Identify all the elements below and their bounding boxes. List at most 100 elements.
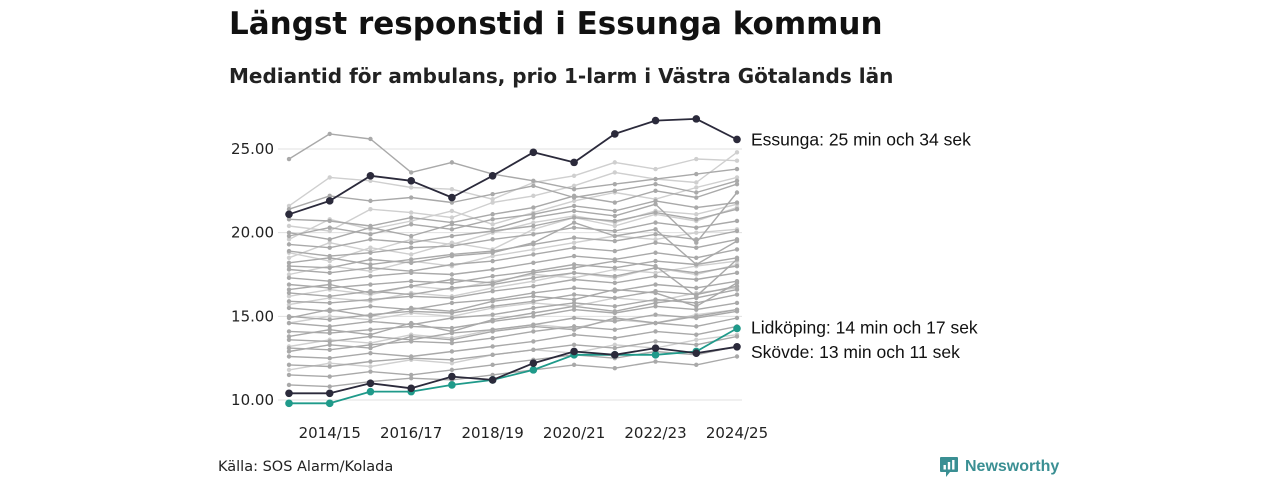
background-series-light-point [327, 175, 332, 180]
background-series-point [490, 299, 495, 304]
series-essunga-point [611, 130, 619, 138]
series-skovde-point [325, 389, 334, 398]
background-series-point [734, 284, 740, 289]
background-series-point [531, 183, 536, 189]
x-tick-label: 2016/17 [380, 424, 442, 442]
background-series-point [368, 359, 373, 364]
background-series-point [286, 248, 292, 254]
background-series-point [286, 290, 292, 296]
background-series-point [286, 267, 292, 272]
background-series-point [531, 215, 536, 220]
background-series-light-point [531, 193, 536, 199]
series-skovde-point [366, 379, 375, 388]
background-series-point [571, 270, 577, 276]
background-series-point [327, 384, 332, 389]
brand-logo[interactable]: Newsworthy [939, 456, 1059, 478]
background-series-point [571, 362, 577, 368]
background-series-line [288, 200, 738, 237]
background-series-light-point [490, 200, 495, 205]
background-series-point [408, 339, 414, 344]
background-series-point [327, 300, 332, 306]
background-series-point [531, 270, 536, 276]
background-series-point [531, 212, 536, 217]
background-series-point [449, 295, 455, 301]
background-series-line [288, 293, 738, 328]
background-series-point [612, 366, 618, 371]
background-series-point [653, 263, 658, 269]
background-series-point [612, 315, 618, 321]
background-series-light-point [653, 237, 658, 242]
background-series-light-point [286, 203, 292, 209]
series-lidkoping-point [651, 351, 660, 359]
background-series-light-point [449, 240, 455, 245]
background-series-point [286, 354, 292, 359]
background-series-light-point [368, 268, 373, 274]
background-series-point [694, 332, 699, 337]
background-series-point [612, 218, 618, 224]
background-series-point [327, 237, 332, 242]
background-series-point [408, 233, 414, 239]
highlighted-series [285, 115, 741, 408]
background-series [286, 218, 740, 259]
background-series-point [327, 285, 332, 291]
background-series-point [571, 265, 577, 271]
background-series-point [327, 218, 332, 224]
series-skovde-point [611, 351, 619, 359]
background-series-point [408, 170, 414, 175]
background-series-point [612, 287, 618, 292]
background-series-point [694, 205, 699, 210]
background-series-point [694, 342, 699, 347]
background-series-point [449, 262, 455, 267]
background-series-light-point [490, 253, 495, 259]
background-series-light-line [288, 176, 738, 241]
background-series-point [368, 136, 373, 142]
background-series-point [368, 225, 373, 230]
background-series-point [490, 217, 495, 222]
x-tick-label: 2014/15 [299, 424, 361, 442]
background-series-point [571, 203, 577, 209]
background-series-light-point [734, 158, 740, 163]
background-series-light-point [694, 185, 699, 190]
background-series [286, 315, 740, 352]
brand-name: Newsworthy [965, 458, 1060, 475]
background-series-point [612, 213, 618, 219]
background-series-point [694, 314, 699, 319]
background-series-point [612, 304, 618, 309]
background-series-point [368, 262, 373, 267]
background-series-point [653, 312, 658, 317]
background-series-point [653, 227, 658, 232]
background-series-point [327, 245, 332, 250]
background-series-light-point [286, 367, 292, 373]
background-series-line [288, 258, 738, 297]
background-series-light-line [288, 203, 738, 259]
background-series-point [449, 253, 455, 259]
x-tick-label: 2018/19 [461, 424, 523, 442]
background-series-point [449, 367, 455, 373]
background-series-point [490, 289, 495, 294]
background-series-light-point [368, 245, 373, 250]
background-series-point [327, 339, 332, 344]
background-series-point [531, 284, 536, 289]
background-series-light-point [571, 173, 577, 178]
background-series-point [449, 329, 455, 334]
background-series-point [408, 240, 414, 245]
x-tick-label: 2024/25 [706, 424, 768, 442]
series-lidkoping-point [325, 399, 334, 408]
background-series-point [653, 273, 658, 279]
background-series-point [734, 354, 740, 359]
background-series-point [286, 315, 292, 321]
background-series-point [734, 247, 740, 252]
background-series-point [694, 307, 699, 312]
background-series-point [734, 190, 740, 195]
background-series-point [449, 315, 455, 321]
series-skovde-point [407, 384, 415, 393]
background-series-point [653, 188, 658, 194]
background-series-point [531, 290, 536, 296]
background-series-point [408, 260, 414, 265]
background-series-point [490, 237, 495, 242]
background-series-point [286, 299, 292, 304]
background-series-point [571, 253, 577, 259]
background-series-light-point [408, 185, 414, 190]
background-series-point [694, 245, 699, 250]
background-series-point [531, 275, 536, 281]
